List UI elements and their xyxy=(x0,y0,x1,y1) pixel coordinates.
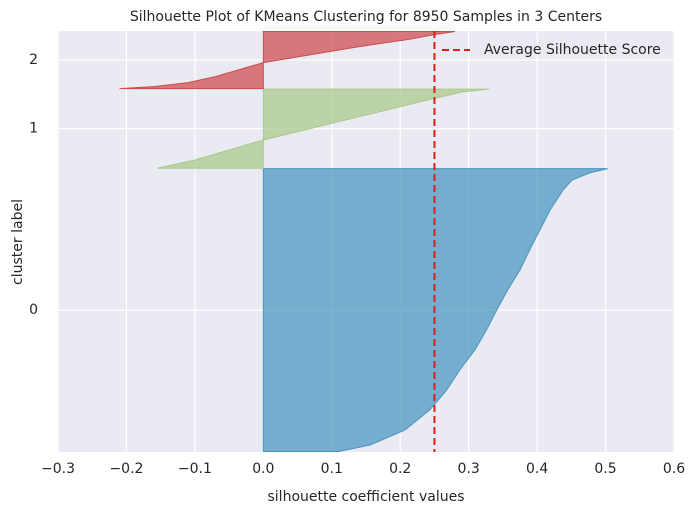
x-tick-label: 0.5 xyxy=(594,461,616,477)
y-axis-label: cluster label xyxy=(10,199,26,285)
x-tick-label: −0.2 xyxy=(109,461,143,477)
y-tick-label: 1 xyxy=(29,121,38,137)
x-tick-label: 0.2 xyxy=(389,461,411,477)
cluster-area xyxy=(157,88,490,169)
x-axis-label: silhouette coefficient values xyxy=(268,489,465,505)
x-tick-label: −0.1 xyxy=(178,461,212,477)
x-tick-label: −0.3 xyxy=(41,461,75,477)
chart-title: Silhouette Plot of KMeans Clustering for… xyxy=(130,9,602,25)
x-tick-label: 0.6 xyxy=(663,461,685,477)
x-tick-label: 0.1 xyxy=(321,461,343,477)
cluster-area xyxy=(262,168,608,452)
y-tick-label: 2 xyxy=(29,52,38,68)
y-tick-label: 0 xyxy=(29,302,38,318)
cluster-area xyxy=(119,31,456,90)
x-tick-label: 0.0 xyxy=(252,461,274,477)
x-tick-label: 0.3 xyxy=(458,461,480,477)
x-tick-label: 0.4 xyxy=(526,461,548,477)
legend-label: Average Silhouette Score xyxy=(484,42,661,58)
